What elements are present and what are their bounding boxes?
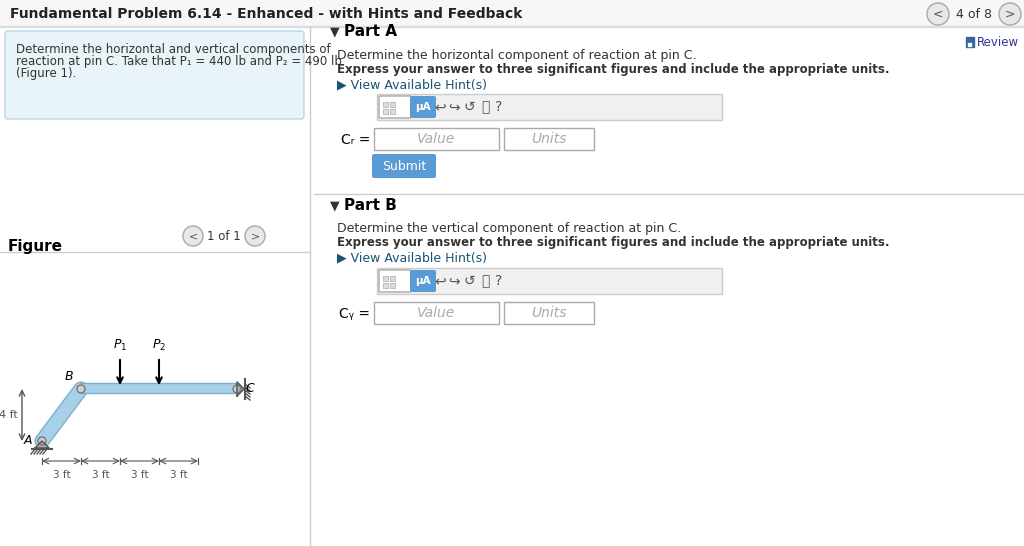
Circle shape [77, 385, 85, 393]
Bar [390, 109, 395, 114]
FancyBboxPatch shape [410, 270, 436, 292]
FancyBboxPatch shape [379, 270, 411, 292]
Text: Figure: Figure [8, 239, 63, 254]
Text: Determine the vertical component of reaction at pin C.: Determine the vertical component of reac… [337, 222, 681, 235]
Text: μA: μA [415, 276, 431, 286]
Text: <: < [933, 8, 943, 21]
Circle shape [245, 226, 265, 246]
Bar [0, 0, 1024, 26]
Bar [377, 268, 722, 294]
Text: ?: ? [496, 100, 503, 114]
Bar [504, 128, 594, 150]
Text: ?: ? [496, 274, 503, 288]
Circle shape [233, 385, 241, 393]
Text: 3 ft: 3 ft [92, 470, 110, 480]
Bar [377, 94, 722, 120]
Text: >: > [251, 231, 260, 241]
Text: Cᵧ =: Cᵧ = [339, 307, 370, 321]
Bar [968, 43, 971, 45]
Bar [374, 128, 499, 150]
Text: μA: μA [415, 102, 431, 112]
Text: reaction at pin C. Take that P₁ = 440 lb and P₂ = 490 lb: reaction at pin C. Take that P₁ = 440 lb… [16, 55, 342, 68]
Text: Review: Review [977, 35, 1019, 49]
FancyBboxPatch shape [379, 96, 411, 118]
Text: 3 ft: 3 ft [52, 470, 71, 480]
Text: ⬜: ⬜ [481, 100, 489, 114]
Text: 3 ft: 3 ft [170, 470, 187, 480]
Text: ▶ View Available Hint(s): ▶ View Available Hint(s) [337, 78, 487, 91]
Text: <: < [188, 231, 198, 241]
Text: ▶ View Available Hint(s): ▶ View Available Hint(s) [337, 251, 487, 264]
Text: ↪: ↪ [449, 100, 460, 114]
Text: ⬜: ⬜ [481, 274, 489, 288]
Bar [383, 283, 388, 288]
FancyBboxPatch shape [410, 96, 436, 118]
Text: B: B [65, 370, 73, 383]
Bar [390, 276, 395, 281]
Text: $P_1$: $P_1$ [113, 338, 127, 353]
Text: ↺: ↺ [463, 100, 475, 114]
Text: $P_2$: $P_2$ [152, 338, 166, 353]
Text: Units: Units [531, 306, 566, 320]
Bar [0, 26, 1024, 27]
Text: 4 ft: 4 ft [0, 410, 18, 420]
Bar [390, 283, 395, 288]
Text: Determine the horizontal component of reaction at pin C.: Determine the horizontal component of re… [337, 49, 696, 62]
Bar [504, 302, 594, 324]
Text: ↩: ↩ [434, 100, 445, 114]
Text: ↪: ↪ [449, 274, 460, 288]
Text: Part A: Part A [344, 25, 397, 39]
Text: ▼: ▼ [330, 26, 340, 39]
Text: ▼: ▼ [330, 199, 340, 212]
Text: Express your answer to three significant figures and include the appropriate uni: Express your answer to three significant… [337, 63, 890, 76]
Text: >: > [1005, 8, 1015, 21]
Text: ↺: ↺ [463, 274, 475, 288]
Text: Submit: Submit [382, 159, 426, 173]
Text: Determine the horizontal and vertical components of: Determine the horizontal and vertical co… [16, 43, 331, 56]
Text: Value: Value [417, 132, 455, 146]
Text: Units: Units [531, 132, 566, 146]
Text: 1 of 1: 1 of 1 [207, 229, 241, 242]
Polygon shape [237, 382, 244, 396]
Text: 3 ft: 3 ft [131, 470, 148, 480]
Text: Fundamental Problem 6.14 - Enhanced - with Hints and Feedback: Fundamental Problem 6.14 - Enhanced - wi… [10, 7, 522, 21]
Bar [383, 102, 388, 107]
FancyBboxPatch shape [81, 383, 238, 394]
Text: Part B: Part B [344, 199, 397, 213]
Text: (Figure 1).: (Figure 1). [16, 67, 77, 80]
Bar [966, 37, 974, 47]
FancyBboxPatch shape [372, 154, 436, 178]
Polygon shape [35, 441, 49, 448]
Circle shape [38, 437, 46, 445]
Bar [390, 102, 395, 107]
Bar [383, 276, 388, 281]
Text: ↩: ↩ [434, 274, 445, 288]
Circle shape [927, 3, 949, 25]
FancyBboxPatch shape [5, 31, 304, 119]
Text: C: C [245, 383, 254, 395]
Text: Value: Value [417, 306, 455, 320]
Circle shape [999, 3, 1021, 25]
Bar [383, 109, 388, 114]
Text: A: A [24, 435, 32, 448]
Circle shape [183, 226, 203, 246]
Text: Cᵣ =: Cᵣ = [341, 133, 370, 147]
Text: Express your answer to three significant figures and include the appropriate uni: Express your answer to three significant… [337, 236, 890, 249]
Text: 4 of 8: 4 of 8 [956, 8, 992, 21]
Bar [374, 302, 499, 324]
